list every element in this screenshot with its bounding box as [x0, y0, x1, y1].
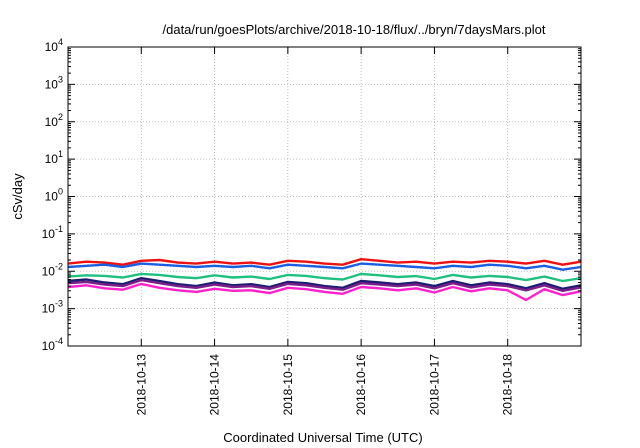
- y-tick-label: 102: [45, 112, 63, 129]
- series-layer: [67, 258, 582, 302]
- series-line-6: [67, 282, 582, 302]
- series-line-2: [67, 262, 582, 271]
- y-tick-label: 100: [45, 187, 63, 204]
- x-tick-label: 2018-10-17: [427, 354, 441, 416]
- y-tick-label: 10-1: [42, 224, 63, 241]
- series-line-5: [67, 278, 582, 292]
- x-axis-label: Coordinated Universal Time (UTC): [223, 430, 422, 445]
- series-line-3: [67, 272, 582, 283]
- y-tick-label: 10-2: [42, 261, 63, 278]
- grid-layer: [68, 47, 581, 346]
- series-line-4: [67, 277, 582, 290]
- axis-layer: 10-4 10-3 10-2 10-1 100 101 102 103 104 2018-10-1…: [42, 37, 581, 415]
- x-tick-label: 2018-10-16: [354, 354, 368, 416]
- x-tick-label: 2018-10-13: [134, 354, 148, 416]
- plot-frame: [67, 46, 582, 347]
- x-tick-label: 2018-10-18: [501, 354, 515, 416]
- y-tick-label: 103: [45, 74, 63, 91]
- y-tick-label: 10-4: [42, 336, 63, 353]
- y-tick-label: 104: [45, 37, 63, 54]
- y-tick-label: 10-3: [42, 299, 63, 316]
- series-line-1: [67, 258, 582, 266]
- chart-title: /data/run/goesPlots/archive/2018-10-18/f…: [163, 22, 546, 37]
- x-tick-label: 2018-10-14: [208, 354, 222, 416]
- x-tick-label: 2018-10-15: [281, 354, 295, 416]
- y-axis-label: cSv/day: [10, 173, 25, 220]
- y-tick-label: 101: [45, 149, 63, 166]
